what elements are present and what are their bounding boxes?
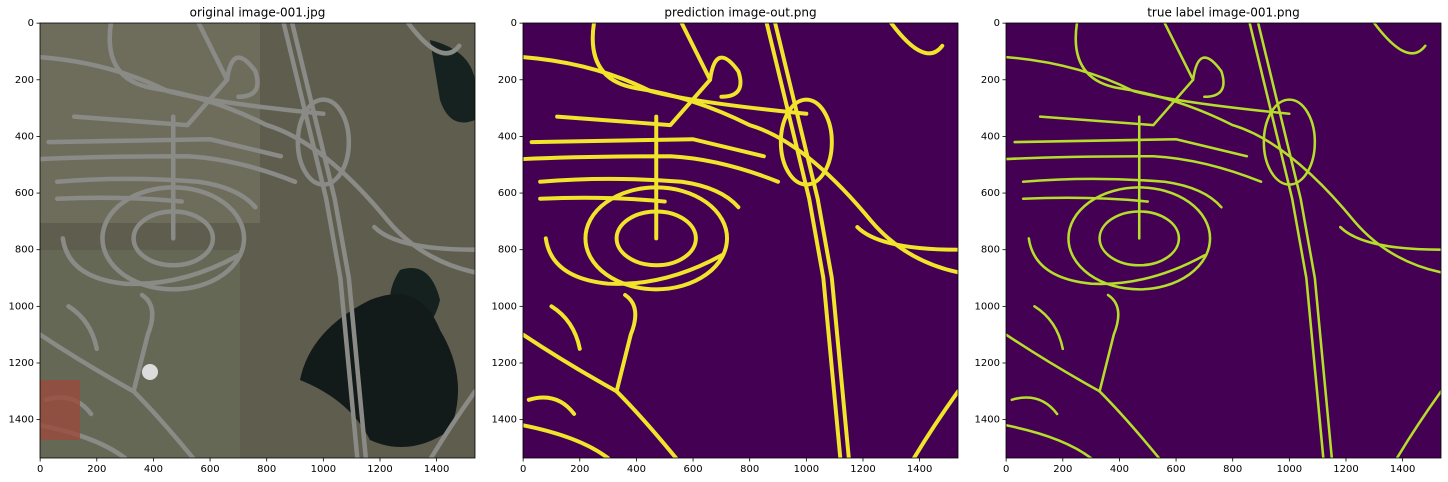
y-tick-label: 1400 bbox=[9, 415, 34, 426]
y-tick-label: 1400 bbox=[975, 415, 1000, 426]
x-tick-label: 400 bbox=[627, 464, 646, 475]
x-tick-label: 0 bbox=[520, 464, 526, 475]
chart-title: true label image-001.png bbox=[1147, 6, 1300, 20]
y-tick-label: 1400 bbox=[492, 415, 517, 426]
x-tick-label: 1200 bbox=[850, 464, 875, 475]
axes-frame bbox=[522, 22, 959, 459]
x-tick-label: 400 bbox=[1110, 464, 1129, 475]
y-tick-label: 400 bbox=[981, 131, 1000, 142]
y-tick-label: 800 bbox=[15, 245, 34, 256]
y-tick-label: 1000 bbox=[492, 301, 517, 312]
chart-title: original image-001.jpg bbox=[190, 6, 326, 20]
y-tick-label: 1200 bbox=[9, 358, 34, 369]
y-tick-label: 1200 bbox=[492, 358, 517, 369]
label-image bbox=[1006, 23, 1441, 458]
x-tick-label: 600 bbox=[684, 464, 703, 475]
x-tick-label: 200 bbox=[1053, 464, 1072, 475]
x-tick-label: 1000 bbox=[1277, 464, 1302, 475]
y-tick-label: 0 bbox=[994, 18, 1000, 29]
x-tick-label: 1000 bbox=[794, 464, 819, 475]
x-tick-label: 800 bbox=[1223, 464, 1242, 475]
y-tick-label: 1000 bbox=[9, 301, 34, 312]
prediction-image bbox=[523, 23, 958, 458]
y-tick-label: 200 bbox=[498, 75, 517, 86]
x-tick-label: 1400 bbox=[1390, 464, 1415, 475]
x-tick-label: 0 bbox=[37, 464, 43, 475]
y-tick-label: 0 bbox=[511, 18, 517, 29]
y-tick-label: 600 bbox=[981, 188, 1000, 199]
y-tick-label: 600 bbox=[15, 188, 34, 199]
x-tick-label: 0 bbox=[1003, 464, 1009, 475]
axes-frame bbox=[1005, 22, 1442, 459]
y-tick-label: 400 bbox=[15, 131, 34, 142]
chart-title: prediction image-out.png bbox=[664, 6, 816, 20]
x-tick-label: 1200 bbox=[367, 464, 392, 475]
y-tick-label: 200 bbox=[981, 75, 1000, 86]
y-tick-label: 600 bbox=[498, 188, 517, 199]
x-tick-label: 200 bbox=[87, 464, 106, 475]
x-tick-label: 400 bbox=[144, 464, 163, 475]
y-tick-label: 0 bbox=[28, 18, 34, 29]
x-tick-label: 1000 bbox=[311, 464, 336, 475]
y-tick-label: 400 bbox=[498, 131, 517, 142]
x-tick-label: 1400 bbox=[424, 464, 449, 475]
x-tick-label: 800 bbox=[740, 464, 759, 475]
x-tick-label: 1400 bbox=[907, 464, 932, 475]
satellite-image bbox=[40, 23, 475, 458]
axes-frame bbox=[39, 22, 476, 459]
x-tick-label: 800 bbox=[257, 464, 276, 475]
x-tick-label: 600 bbox=[1167, 464, 1186, 475]
y-tick-label: 1000 bbox=[975, 301, 1000, 312]
x-tick-label: 200 bbox=[570, 464, 589, 475]
y-tick-label: 200 bbox=[15, 75, 34, 86]
y-tick-label: 800 bbox=[981, 245, 1000, 256]
y-tick-label: 800 bbox=[498, 245, 517, 256]
x-tick-label: 600 bbox=[201, 464, 220, 475]
x-tick-label: 1200 bbox=[1333, 464, 1358, 475]
y-tick-label: 1200 bbox=[975, 358, 1000, 369]
